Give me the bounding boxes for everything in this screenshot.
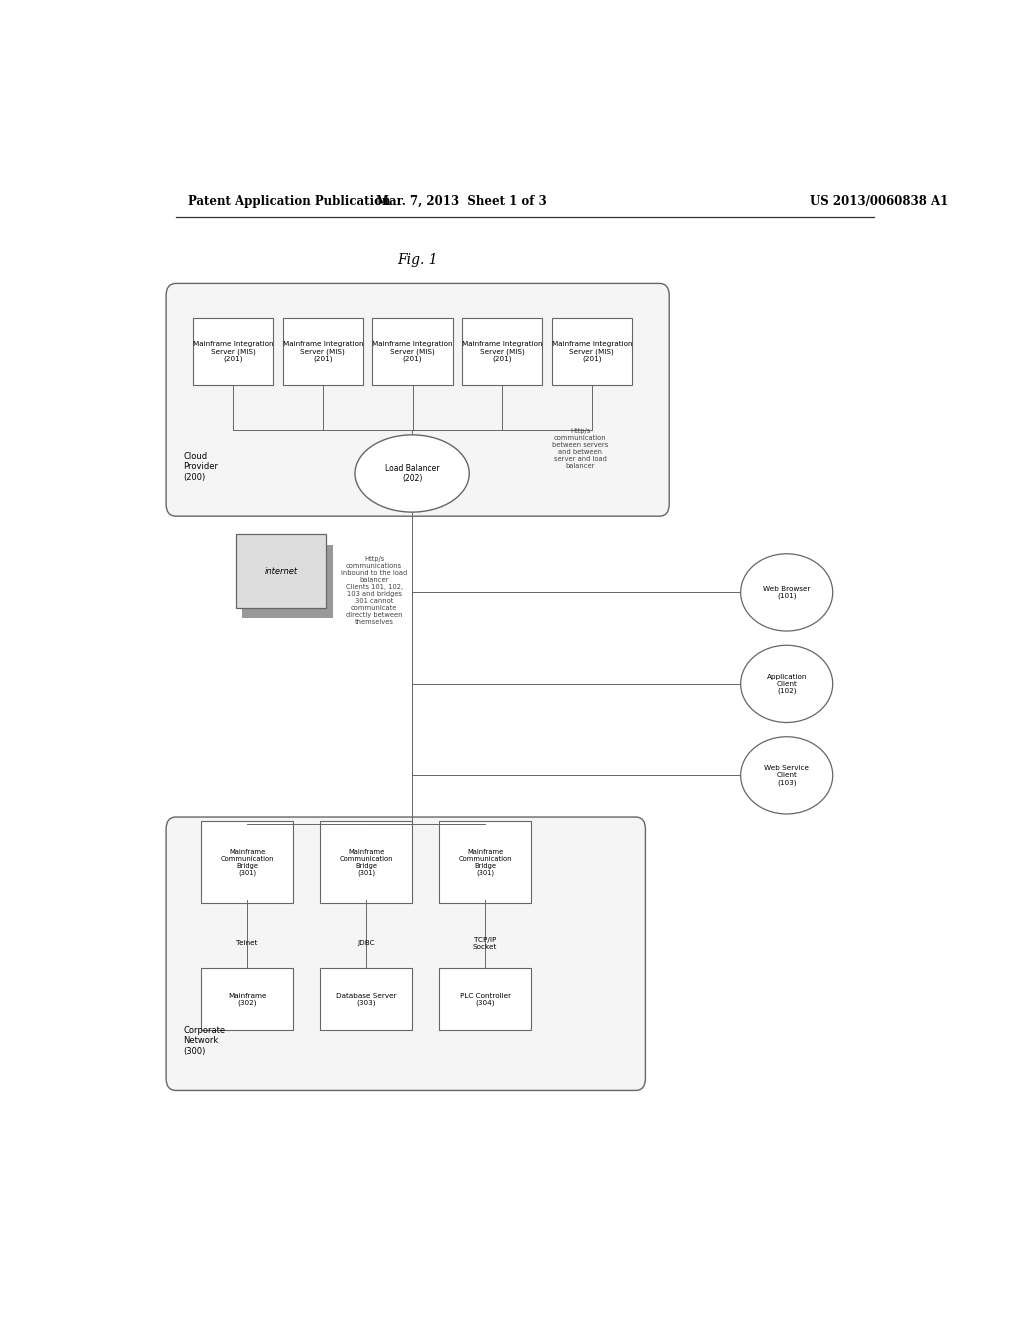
Text: Mainframe Integration
Server (MIS)
(201): Mainframe Integration Server (MIS) (201) xyxy=(373,341,453,362)
Ellipse shape xyxy=(740,554,833,631)
Text: internet: internet xyxy=(264,566,298,576)
Text: PLC Controller
(304): PLC Controller (304) xyxy=(460,993,511,1006)
Text: Load Balancer
(202): Load Balancer (202) xyxy=(385,463,439,483)
FancyBboxPatch shape xyxy=(201,969,293,1031)
Ellipse shape xyxy=(740,737,833,814)
Text: Telnet: Telnet xyxy=(237,940,258,946)
FancyBboxPatch shape xyxy=(462,318,543,385)
Text: Mar. 7, 2013  Sheet 1 of 3: Mar. 7, 2013 Sheet 1 of 3 xyxy=(376,194,547,207)
Text: Fig. 1: Fig. 1 xyxy=(397,253,438,267)
Text: Http/s
communication
between servers
and between
server and load
balancer: Http/s communication between servers and… xyxy=(552,428,608,469)
FancyBboxPatch shape xyxy=(201,821,293,903)
FancyBboxPatch shape xyxy=(236,535,327,607)
Text: Mainframe Integration
Server (MIS)
(201): Mainframe Integration Server (MIS) (201) xyxy=(283,341,364,362)
Text: Web Browser
(101): Web Browser (101) xyxy=(763,586,810,599)
Text: Web Service
Client
(103): Web Service Client (103) xyxy=(764,766,809,785)
Text: Http/s
communications
inbound to the load
balancer
Clients 101, 102,
103 and bri: Http/s communications inbound to the loa… xyxy=(341,556,408,624)
FancyBboxPatch shape xyxy=(552,318,632,385)
Text: Mainframe
(302): Mainframe (302) xyxy=(227,993,266,1006)
Text: Corporate
Network
(300): Corporate Network (300) xyxy=(183,1026,225,1056)
Text: TCP/IP
Socket: TCP/IP Socket xyxy=(473,937,498,949)
Text: Cloud
Provider
(200): Cloud Provider (200) xyxy=(183,451,218,482)
Text: Mainframe
Communication
Bridge
(301): Mainframe Communication Bridge (301) xyxy=(220,849,273,876)
FancyBboxPatch shape xyxy=(321,969,412,1031)
FancyBboxPatch shape xyxy=(439,821,531,903)
Text: Patent Application Publication: Patent Application Publication xyxy=(187,194,390,207)
FancyBboxPatch shape xyxy=(439,969,531,1031)
FancyBboxPatch shape xyxy=(373,318,453,385)
FancyBboxPatch shape xyxy=(243,545,333,618)
FancyBboxPatch shape xyxy=(283,318,362,385)
FancyBboxPatch shape xyxy=(166,817,645,1090)
Text: Mainframe
Communication
Bridge
(301): Mainframe Communication Bridge (301) xyxy=(459,849,512,876)
Text: Application
Client
(102): Application Client (102) xyxy=(767,673,807,694)
Ellipse shape xyxy=(740,645,833,722)
FancyBboxPatch shape xyxy=(166,284,670,516)
Text: Mainframe
Communication
Bridge
(301): Mainframe Communication Bridge (301) xyxy=(339,849,393,876)
FancyBboxPatch shape xyxy=(194,318,273,385)
Text: Mainframe Integration
Server (MIS)
(201): Mainframe Integration Server (MIS) (201) xyxy=(462,341,543,362)
Ellipse shape xyxy=(355,434,469,512)
Text: Mainframe Integration
Server (MIS)
(201): Mainframe Integration Server (MIS) (201) xyxy=(193,341,273,362)
Text: US 2013/0060838 A1: US 2013/0060838 A1 xyxy=(811,194,949,207)
FancyBboxPatch shape xyxy=(321,821,412,903)
Text: JDBC: JDBC xyxy=(357,940,375,946)
Text: Database Server
(303): Database Server (303) xyxy=(336,993,396,1006)
Text: Mainframe Integration
Server (MIS)
(201): Mainframe Integration Server (MIS) (201) xyxy=(552,341,632,362)
